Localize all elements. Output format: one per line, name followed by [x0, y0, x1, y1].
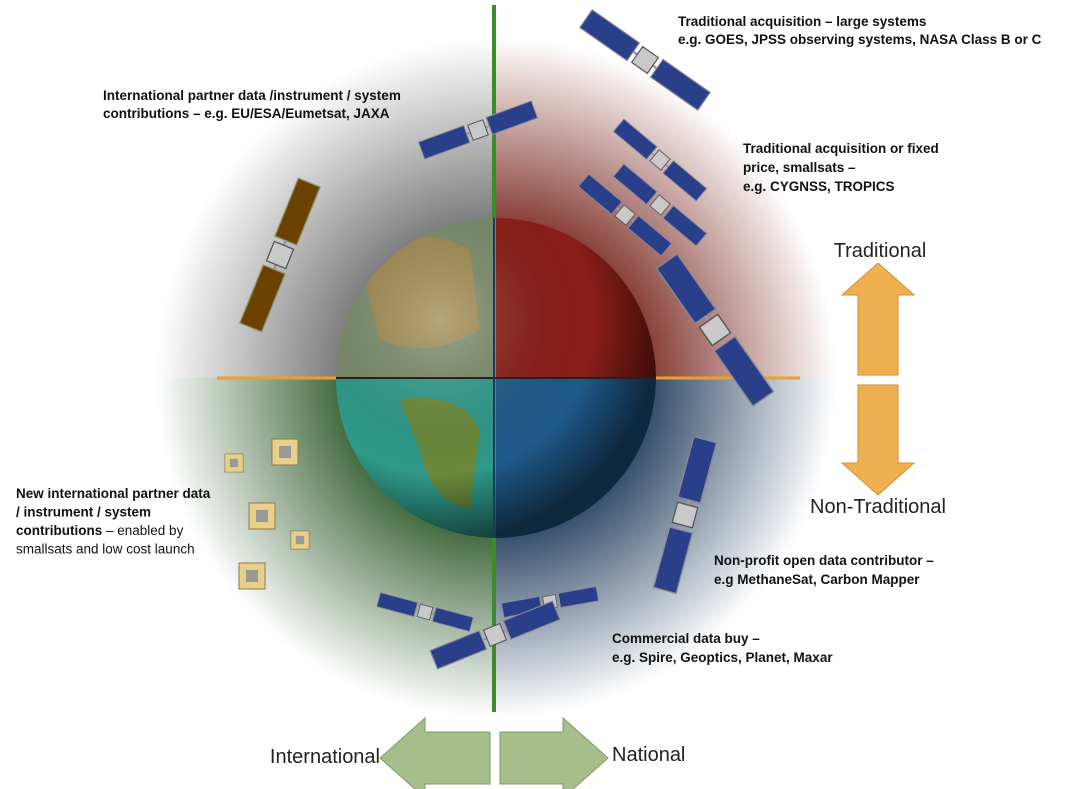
annotation-line: e.g MethaneSat, Carbon Mapper: [714, 572, 920, 587]
annotation-normal-part: smallsats and low cost launch: [16, 542, 195, 557]
annotation-line: e.g. Spire, Geoptics, Planet, Maxar: [612, 650, 833, 665]
globe: [336, 218, 656, 538]
axis-label: International: [270, 746, 380, 768]
annotation-line: contributions – enabled by: [16, 523, 184, 538]
axis-label: National: [612, 744, 685, 766]
annotation-line: Non-profit open data contributor –: [714, 553, 934, 568]
annotation-normal-part: – enabled by: [102, 523, 183, 538]
annotation-line: Traditional acquisition – large systems: [678, 14, 926, 29]
annotation-bold-part: contributions: [16, 523, 102, 538]
annotation-bold-part: / instrument / system: [16, 505, 151, 520]
axis-label: Non-Traditional: [810, 496, 946, 518]
annotation-line: Traditional acquisition or fixed: [743, 141, 939, 156]
text-layer: Traditional acquisition – large systems e…: [16, 14, 1042, 768]
axis-label: Traditional: [834, 240, 927, 262]
annotation-line: / instrument / system: [16, 505, 151, 520]
annotation-bold-part: New international partner data: [16, 486, 211, 501]
annotation-line: contributions – e.g. EU/ESA/Eumetsat, JA…: [103, 106, 390, 121]
annotation-line: New international partner data: [16, 486, 211, 501]
annotation-line: price, smallsats –: [743, 160, 856, 175]
annotation-line: smallsats and low cost launch: [16, 542, 195, 557]
annotation-line: International partner data /instrument /…: [103, 88, 401, 103]
annotation-line: e.g. GOES, JPSS observing systems, NASA …: [678, 32, 1042, 47]
annotation-line: Commercial data buy –: [612, 631, 760, 646]
axis-arrows: [379, 262, 916, 789]
annotation-line: e.g. CYGNSS, TROPICS: [743, 179, 895, 194]
